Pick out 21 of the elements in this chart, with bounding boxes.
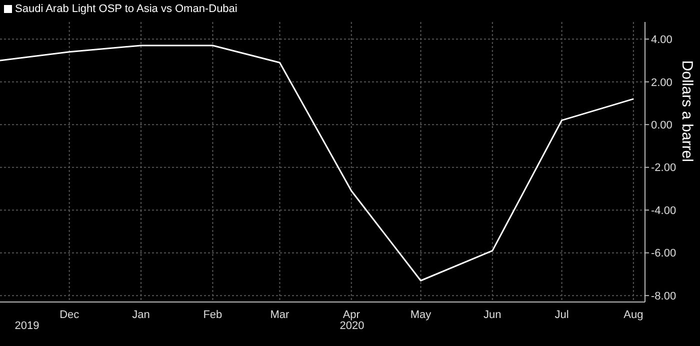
x-tick-label: Jan [132, 308, 150, 321]
x-tick-label: Dec [60, 308, 80, 321]
y-tick-label: -2.00 [651, 162, 676, 174]
legend-label: Saudi Arab Light OSP to Asia vs Oman-Dubai [15, 3, 238, 15]
y-tick-label: 4.00 [651, 34, 672, 46]
x-tick-label: Jun [484, 308, 502, 321]
y-tick-label: -4.00 [651, 204, 676, 217]
text: 2019 [14, 320, 40, 332]
y-tick-label: 0.00 [651, 120, 672, 132]
x-tick-label: Apr [342, 308, 360, 321]
line-series [0, 44, 634, 282]
x-tick-label: Mar [270, 308, 290, 321]
y-tick-label: -6.00 [651, 248, 676, 260]
x-tick-label: May [410, 308, 432, 321]
x-tick-label: Jul [554, 308, 569, 321]
x-tick-label: Feb [203, 308, 222, 321]
x-tick-label: Aug [624, 308, 644, 321]
y-tick-label: 2.00 [651, 76, 672, 89]
text: 2020 [340, 320, 364, 332]
y-axis-title: Dollars a barrel [678, 60, 696, 162]
y-tick-label: -8.00 [651, 290, 676, 302]
